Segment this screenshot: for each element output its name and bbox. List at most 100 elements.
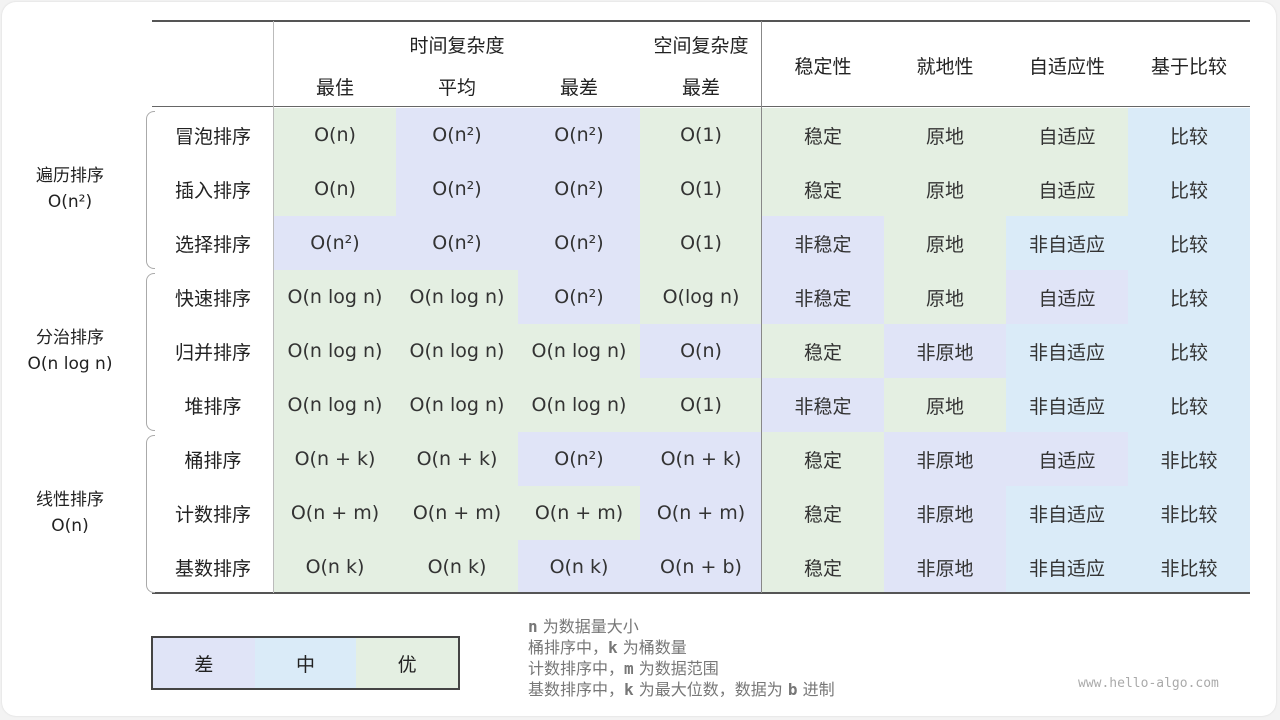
- row-label: 选择排序: [174, 233, 251, 256]
- footnotes: n 为数据量大小 桶排序中，k 为桶数量 计数排序中，m 为数据范围 基数排序中，k …: [528, 616, 835, 700]
- row-label: 计数排序: [174, 503, 251, 526]
- table-cell: O(n²): [396, 162, 518, 216]
- table-cell: O(log n): [640, 270, 762, 324]
- header-space-complexity: 空间复杂度: [653, 34, 749, 57]
- table-cell: O(n²): [518, 108, 640, 162]
- table-cell: O(n k): [518, 540, 640, 594]
- table-cell: 非自适应: [1006, 486, 1128, 540]
- table-cell: 比较: [1128, 270, 1250, 324]
- footnote-variable: n: [528, 617, 538, 636]
- header-best: 最佳: [315, 76, 354, 99]
- footnote-text: 桶排序中，: [528, 638, 609, 657]
- table-cell: 稳定: [762, 486, 884, 540]
- table-cell: O(1): [640, 162, 762, 216]
- header-space-worst: 最差: [681, 76, 720, 99]
- group-brace: [146, 111, 155, 269]
- table-cell: O(n + m): [274, 486, 396, 540]
- column-divider: [273, 21, 274, 593]
- table-cell: O(n²): [518, 162, 640, 216]
- footnote-text: 为数据范围: [633, 659, 719, 678]
- header-stability: 稳定性: [794, 55, 852, 78]
- table-cell: O(n log n): [396, 270, 518, 324]
- header-worst: 最差: [559, 76, 598, 99]
- footnote-variable: m: [624, 659, 634, 678]
- table-cell: O(n²): [518, 432, 640, 486]
- group-label: 线性排序 O(n): [10, 432, 130, 594]
- table-cell: O(n + m): [396, 486, 518, 540]
- footnote-text: 为桶数量: [617, 638, 687, 657]
- row-label: 桶排序: [184, 449, 242, 472]
- table-cell: O(n log n): [274, 378, 396, 432]
- table-cell: 稳定: [762, 108, 884, 162]
- table-cell: O(n log n): [518, 324, 640, 378]
- table-cell: 稳定: [762, 540, 884, 594]
- table-cell: O(n): [274, 108, 396, 162]
- table-cell: 非稳定: [762, 378, 884, 432]
- table-cell: O(n²): [518, 216, 640, 270]
- group-brace: [146, 435, 155, 593]
- header-average: 平均: [437, 76, 476, 99]
- table-cell: O(1): [640, 378, 762, 432]
- table-cell: 比较: [1128, 108, 1250, 162]
- table-cell: 非自适应: [1006, 540, 1128, 594]
- footnote-variable: k: [608, 638, 618, 657]
- group-name: 分治排序: [36, 328, 104, 348]
- table-cell: O(n log n): [274, 324, 396, 378]
- footnote-text: 为最大位数，数据为: [633, 680, 788, 699]
- table-cell: O(n + k): [274, 432, 396, 486]
- table-cell: O(n + m): [518, 486, 640, 540]
- header-adaptive: 自适应性: [1028, 55, 1105, 78]
- table-cell: 自适应: [1006, 432, 1128, 486]
- table-cell: 比较: [1128, 324, 1250, 378]
- row-label: 快速排序: [174, 287, 251, 310]
- row-label: 堆排序: [184, 395, 242, 418]
- table-cell: 原地: [884, 378, 1006, 432]
- watermark: www.hello-algo.com: [1078, 676, 1219, 691]
- table-cell: O(n²): [396, 216, 518, 270]
- table-cell: O(n k): [274, 540, 396, 594]
- row-label: 冒泡排序: [174, 125, 251, 148]
- legend-good: 优: [356, 638, 459, 688]
- header-time-complexity: 时间复杂度: [409, 34, 505, 57]
- table-cell: 比较: [1128, 216, 1250, 270]
- legend: 差 中 优: [151, 636, 460, 690]
- table-cell: O(n²): [396, 108, 518, 162]
- group-brace: [146, 273, 155, 431]
- table-cell: O(n log n): [274, 270, 396, 324]
- footnote-line: 桶排序中，k 为桶数量: [528, 637, 835, 658]
- footnote-line: 基数排序中，k 为最大位数，数据为 b 进制: [528, 679, 835, 700]
- row-label: 基数排序: [174, 557, 251, 580]
- table-cell: O(n²): [518, 270, 640, 324]
- table-cell: 非原地: [884, 486, 1006, 540]
- table-cell: 自适应: [1006, 108, 1128, 162]
- table-cell: O(n + m): [640, 486, 762, 540]
- table-cell: O(n²): [274, 216, 396, 270]
- table-cell: 原地: [884, 108, 1006, 162]
- table-cell: 非比较: [1128, 540, 1250, 594]
- table-cell: 非比较: [1128, 432, 1250, 486]
- table-cell: 比较: [1128, 162, 1250, 216]
- footnote-text: 计数排序中，: [528, 659, 625, 678]
- table-cell: O(1): [640, 108, 762, 162]
- table-cell: 比较: [1128, 378, 1250, 432]
- table-cell: O(n): [640, 324, 762, 378]
- footnote-text: 基数排序中，: [528, 680, 625, 699]
- group-name: 线性排序: [36, 490, 104, 510]
- table-cell: O(n + b): [640, 540, 762, 594]
- table-cell: 非比较: [1128, 486, 1250, 540]
- top-rule: [152, 20, 1250, 22]
- footnote-line: n 为数据量大小: [528, 616, 835, 637]
- table-cell: 稳定: [762, 432, 884, 486]
- group-complexity: O(n log n): [27, 354, 113, 374]
- table-cell: 原地: [884, 216, 1006, 270]
- row-label: 归并排序: [174, 341, 251, 364]
- footnote-variable: k: [624, 680, 634, 699]
- table-cell: 原地: [884, 162, 1006, 216]
- table-cell: 非稳定: [762, 216, 884, 270]
- group-label: 分治排序 O(n log n): [10, 270, 130, 432]
- table-cell: 自适应: [1006, 162, 1128, 216]
- bottom-rule: [152, 592, 1250, 594]
- table-cell: O(n + k): [396, 432, 518, 486]
- header-rule: [152, 106, 1250, 107]
- legend-bad: 差: [153, 638, 255, 688]
